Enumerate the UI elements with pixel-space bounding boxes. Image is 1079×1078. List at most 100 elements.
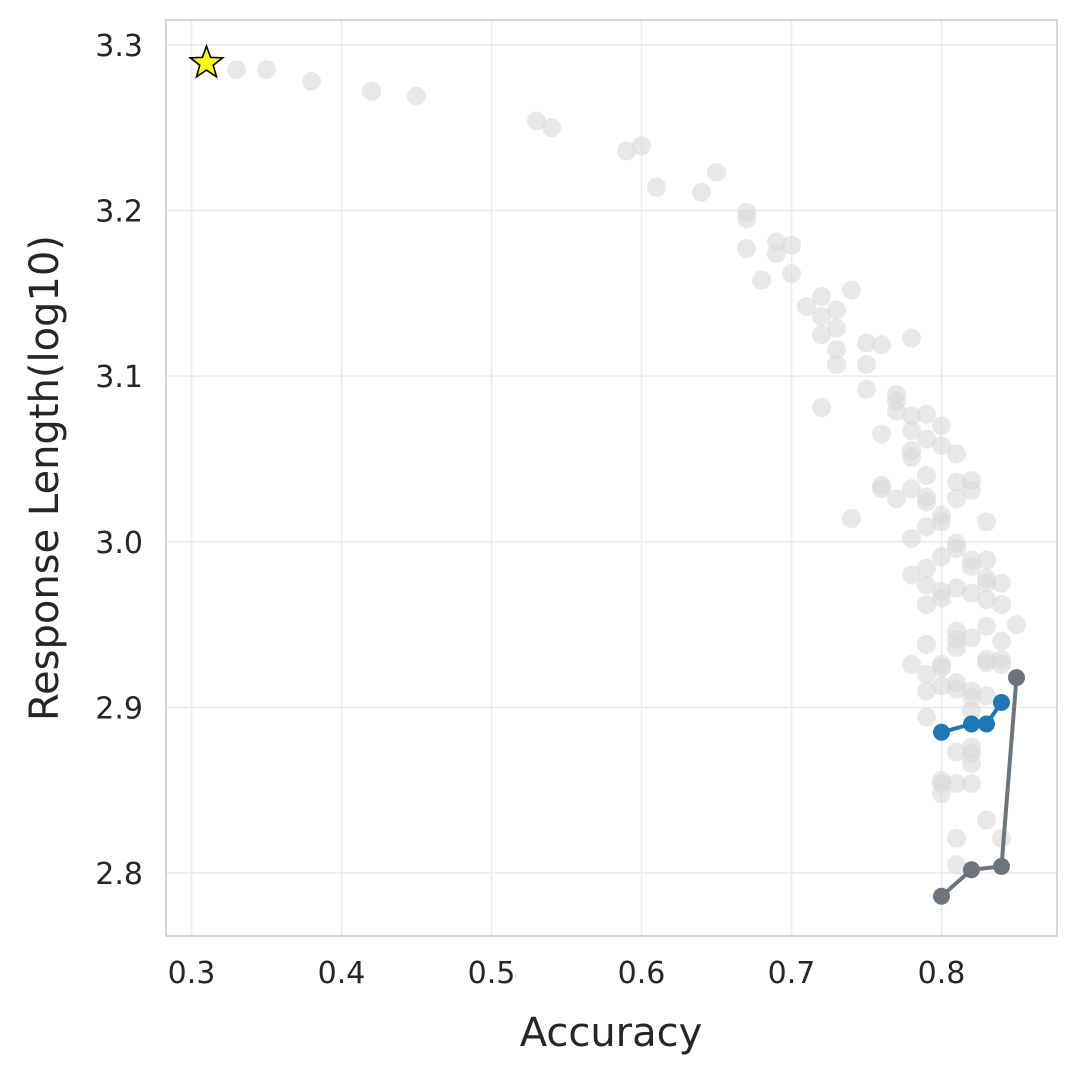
x-tick-label: 0.5 (468, 956, 516, 991)
background-point (767, 244, 786, 264)
background-point (827, 355, 846, 375)
background-point (947, 472, 966, 492)
background-point (902, 421, 921, 441)
background-point (947, 828, 966, 848)
background-point (947, 444, 966, 464)
background-point (902, 654, 921, 674)
background-point (947, 774, 966, 794)
x-tick-label: 0.6 (618, 956, 666, 991)
background-point (917, 575, 936, 595)
background-point (977, 653, 996, 673)
y-tick-label: 3.2 (95, 194, 143, 229)
y-tick-label: 3.1 (95, 360, 143, 395)
series-point (933, 887, 950, 905)
background-point (872, 479, 891, 499)
background-point (992, 595, 1011, 615)
star-marker-layer (188, 43, 225, 79)
background-point (917, 707, 936, 727)
background-point (977, 616, 996, 636)
background-point (842, 509, 861, 529)
background-point (902, 528, 921, 548)
background-point (962, 557, 981, 577)
background-point (872, 335, 891, 355)
background-point (692, 182, 711, 202)
background-point (917, 664, 936, 684)
background-point (857, 355, 876, 375)
background-point (992, 828, 1011, 848)
background-point (887, 489, 906, 509)
background-point (947, 742, 966, 762)
background-point (827, 318, 846, 338)
background-point (947, 855, 966, 875)
star-marker (188, 43, 225, 79)
background-point (932, 547, 951, 567)
background-point (932, 676, 951, 696)
background-point (527, 111, 546, 131)
series-point (963, 715, 980, 733)
background-point (902, 328, 921, 348)
background-point (977, 550, 996, 570)
background-point (917, 404, 936, 424)
background-point (407, 86, 426, 106)
background-point (827, 300, 846, 320)
series-point (933, 723, 950, 741)
grid-lines (166, 20, 1057, 936)
background-point (917, 634, 936, 654)
background-point (962, 687, 981, 707)
background-point (362, 81, 381, 101)
background-point (947, 679, 966, 699)
background-point (812, 287, 831, 307)
background-point (902, 479, 921, 499)
background-point (917, 429, 936, 449)
x-tick-label: 0.8 (918, 956, 966, 991)
x-axis-title: Accuracy (520, 1010, 703, 1056)
background-point (617, 141, 636, 161)
series-point (1008, 669, 1025, 687)
background-point (962, 480, 981, 500)
background-point (737, 209, 756, 229)
background-point (1007, 615, 1026, 635)
background-point (917, 517, 936, 537)
background-point (827, 340, 846, 360)
background-point (947, 489, 966, 509)
background-points (227, 60, 1026, 875)
background-point (947, 538, 966, 558)
background-point (932, 658, 951, 678)
background-point (782, 263, 801, 283)
background-point (872, 424, 891, 444)
background-point (947, 638, 966, 658)
background-point (932, 436, 951, 456)
background-point (857, 379, 876, 399)
background-point (857, 333, 876, 353)
x-tick-labels: 0.3 0.4 0.5 0.6 0.7 0.8 (168, 956, 966, 991)
x-tick-label: 0.4 (318, 956, 366, 991)
background-point (887, 401, 906, 421)
background-point (542, 118, 561, 138)
plot-frame (165, 19, 1058, 937)
background-point (902, 447, 921, 467)
background-point (812, 306, 831, 326)
background-point (977, 512, 996, 532)
background-point (647, 177, 666, 197)
y-tick-label: 3.3 (95, 29, 143, 64)
plot-area (166, 20, 1057, 936)
background-point (992, 573, 1011, 593)
background-point (932, 416, 951, 436)
y-tick-label: 2.8 (95, 857, 143, 892)
background-point (257, 60, 276, 80)
background-point (737, 239, 756, 259)
background-point (812, 325, 831, 345)
background-point (962, 628, 981, 648)
background-point (932, 784, 951, 804)
series-point (993, 693, 1010, 711)
background-point (992, 654, 1011, 674)
background-point (917, 595, 936, 615)
background-point (962, 701, 981, 721)
background-point (842, 280, 861, 300)
background-point (962, 774, 981, 794)
background-point (962, 583, 981, 603)
background-point (707, 162, 726, 182)
background-point (902, 565, 921, 585)
background-point (977, 573, 996, 593)
background-point (302, 71, 321, 91)
